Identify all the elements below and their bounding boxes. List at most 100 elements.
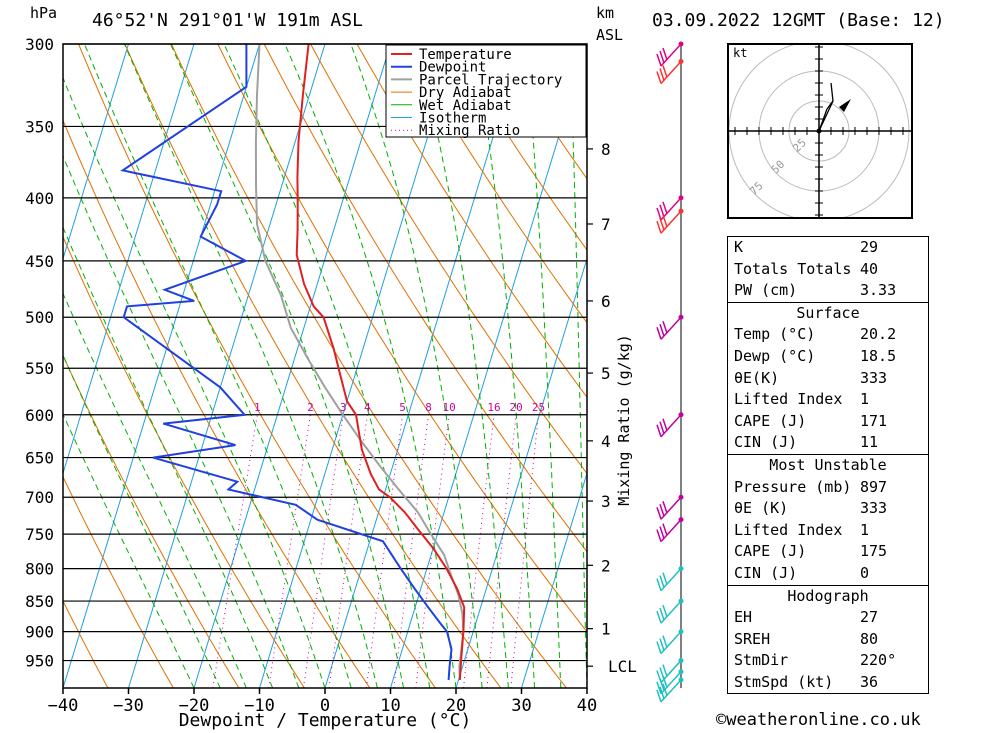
surface-cin-value: 11 [860, 433, 879, 452]
pressure-tick-label: 850 [25, 592, 54, 611]
mixing-ratio-line [486, 414, 517, 688]
datetime-label: 03.09.2022 12GMT (Base: 12) [652, 10, 945, 31]
isotherm-line [324, 44, 522, 688]
hodograph-unit-label: kt [733, 46, 748, 60]
mu-li-row: Lifted Index 1 [728, 520, 928, 542]
pressure-tick-label: 400 [25, 189, 54, 208]
mu-cape-value: 175 [860, 542, 888, 561]
isotherm-line [63, 44, 129, 261]
mu-cape-label: CAPE (J) [734, 542, 807, 561]
legend-label: Dewpoint [419, 60, 486, 76]
dry-adiabat-line [449, 44, 587, 251]
pressure-tick-label: 500 [25, 308, 54, 327]
x-tick-label: −10 [244, 696, 275, 716]
totals-totals-label: Totals Totals [734, 259, 852, 278]
dry-adiabat-line [356, 44, 587, 399]
surface-cape-row: CAPE (J) 171 [728, 411, 928, 433]
stmdir-row: StmDir 220° [728, 650, 928, 672]
legend-label: Mixing Ratio [419, 123, 520, 139]
wind-barb [656, 43, 682, 67]
x-tick-label: 20 [446, 696, 466, 716]
dry-adiabat-line [63, 119, 371, 688]
mu-thetae-label: θE (K) [734, 499, 789, 518]
stmdir-label: StmDir [734, 651, 789, 670]
pressure-unit-label: hPa [30, 4, 58, 22]
pressure-tick-label: 600 [25, 406, 54, 425]
isotherm-line [63, 44, 260, 688]
km-tick-label: 8 [601, 140, 611, 159]
surface-li-row: Lifted Index 1 [728, 389, 928, 411]
wind-barb [656, 631, 682, 655]
wet-adiabat-line [170, 44, 405, 688]
mu-cin-row: CIN (J) 0 [728, 563, 928, 585]
surface-temp-value: 20.2 [860, 325, 897, 344]
surface-cin-label: CIN (J) [734, 433, 798, 452]
pressure-tick-label: 800 [25, 560, 54, 579]
wet-adiabat-line [474, 44, 536, 688]
km-tick-label: 6 [601, 292, 611, 311]
x-tick-label: −20 [179, 696, 210, 716]
hodograph-ring-label: 75 [747, 179, 766, 198]
surface-temp-label: Temp (°C) [734, 325, 816, 344]
legend-label: Parcel Trajectory [419, 72, 562, 88]
x-tick-label: 30 [511, 696, 531, 716]
mixing-ratio-label: 20 [509, 401, 522, 414]
x-tick-label: 40 [577, 696, 597, 716]
x-tick-label: −30 [113, 696, 144, 716]
surface-li-label: Lifted Index [734, 390, 843, 409]
wet-adiabat-line [569, 44, 587, 688]
stmspd-label: StmSpd (kt) [734, 672, 834, 691]
eh-label: EH [734, 608, 753, 627]
indices-table: K 29 Totals Totals 40 PW (cm) 3.33 Surface … [727, 236, 929, 695]
surface-dewp-label: Dewp (°C) [734, 346, 816, 365]
mu-cin-label: CIN (J) [734, 563, 798, 582]
surface-thetae-row: θE(K) 333 [728, 368, 928, 390]
dry-adiabat-line [78, 44, 436, 688]
mixing-ratio-line [328, 414, 368, 688]
isotherm-line [455, 256, 587, 688]
wind-barb [656, 568, 682, 592]
legend-box [385, 44, 587, 138]
isotherm-line [193, 44, 391, 688]
parcel-trajectory-line [254, 44, 465, 680]
pressure-tick-label: 900 [25, 623, 54, 642]
wind-barb [656, 600, 682, 624]
mu-thetae-row: θE (K) 333 [728, 498, 928, 520]
hodograph-segment [818, 100, 834, 132]
sreh-value: 80 [860, 629, 879, 648]
k-index-row: K 29 [728, 237, 928, 259]
credit-label[interactable]: ©weatheronline.co.uk [716, 710, 921, 730]
stmspd-row: StmSpd (kt) 36 [728, 672, 928, 694]
pressure-tick-label: 700 [25, 488, 54, 507]
mixing-ratio-label: 8 [425, 401, 432, 414]
dry-adiabat-line [310, 44, 587, 475]
dewpoint-line [120, 44, 453, 680]
stmspd-value: 36 [860, 672, 879, 691]
hodograph-table-title: Hodograph [728, 584, 928, 608]
wind-barb [656, 197, 682, 221]
sreh-row: SREH 80 [728, 629, 928, 651]
surface-thetae-label: θE(K) [734, 368, 780, 387]
km-unit-label: km [596, 4, 615, 22]
km-tick-label: 2 [601, 556, 611, 575]
km-tick-label: 1 [601, 620, 611, 639]
isotherm-line [259, 44, 457, 688]
legend-label: Isotherm [419, 111, 486, 127]
x-tick-label: 10 [380, 696, 400, 716]
x-tick-label: −40 [48, 696, 79, 716]
surface-temp-row: Temp (°C) 20.2 [728, 324, 928, 346]
mu-thetae-value: 333 [860, 499, 888, 518]
pressure-tick-label: 350 [25, 117, 54, 136]
pressure-tick-label: 550 [25, 359, 54, 378]
x-tick-label: 0 [320, 696, 330, 716]
temperature-line [295, 44, 466, 680]
isotherm-line [128, 44, 326, 688]
km-tick-label: 5 [601, 364, 611, 383]
pressure-tick-label: 450 [25, 252, 54, 271]
wind-barb [656, 519, 682, 543]
pw-label: PW (cm) [734, 281, 798, 300]
k-index-label: K [734, 238, 744, 256]
mixing-ratio-line [212, 414, 258, 688]
mu-li-label: Lifted Index [734, 520, 843, 539]
